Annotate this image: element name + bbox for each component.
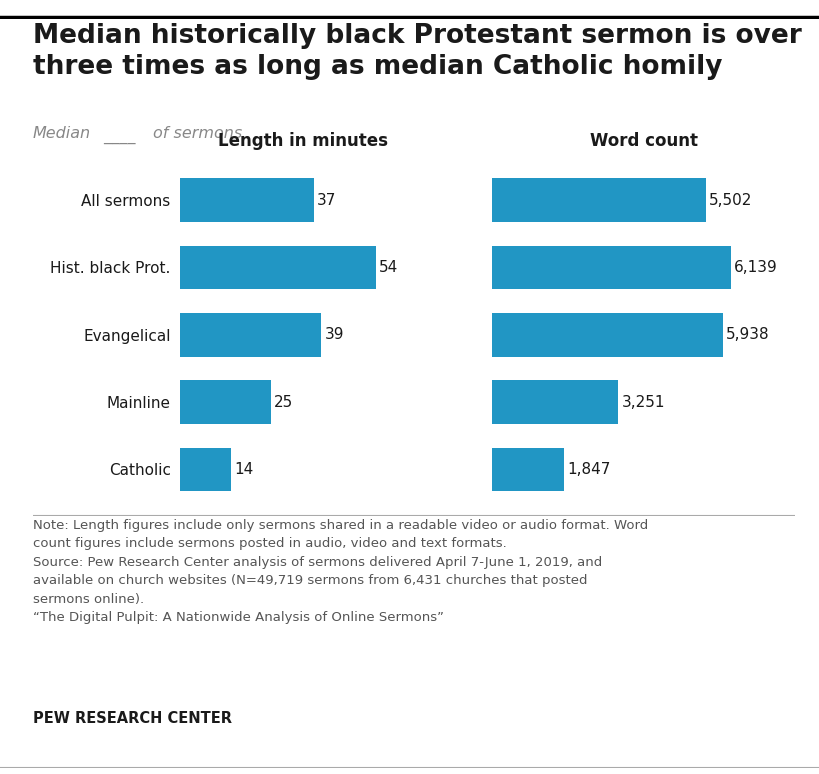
Text: PEW RESEARCH CENTER: PEW RESEARCH CENTER: [33, 711, 232, 726]
Text: 54: 54: [378, 260, 397, 275]
Bar: [180, 245, 375, 289]
Text: Median historically black Protestant sermon is over
three times as long as media: Median historically black Protestant ser…: [33, 23, 801, 80]
Text: 3,251: 3,251: [621, 395, 664, 409]
Bar: [491, 447, 563, 491]
Text: 25: 25: [274, 395, 292, 409]
Text: of sermons: of sermons: [153, 126, 242, 141]
Text: 6,139: 6,139: [733, 260, 776, 275]
Text: Median: Median: [33, 126, 91, 141]
Text: 5,938: 5,938: [725, 327, 769, 342]
Text: ____: ____: [103, 128, 135, 144]
Text: 5,502: 5,502: [708, 193, 752, 207]
Bar: [491, 313, 722, 357]
Text: 39: 39: [324, 327, 343, 342]
Bar: [491, 380, 618, 424]
Bar: [180, 178, 314, 222]
Text: Note: Length figures include only sermons shared in a readable video or audio fo: Note: Length figures include only sermon…: [33, 519, 647, 624]
Text: 1,847: 1,847: [566, 462, 609, 477]
Bar: [491, 178, 705, 222]
Bar: [491, 245, 730, 289]
Text: 37: 37: [317, 193, 336, 207]
Bar: [180, 313, 321, 357]
Title: Length in minutes: Length in minutes: [218, 132, 388, 150]
Text: 14: 14: [233, 462, 253, 477]
Title: Word count: Word count: [589, 132, 697, 150]
Bar: [180, 380, 270, 424]
Bar: [180, 447, 231, 491]
